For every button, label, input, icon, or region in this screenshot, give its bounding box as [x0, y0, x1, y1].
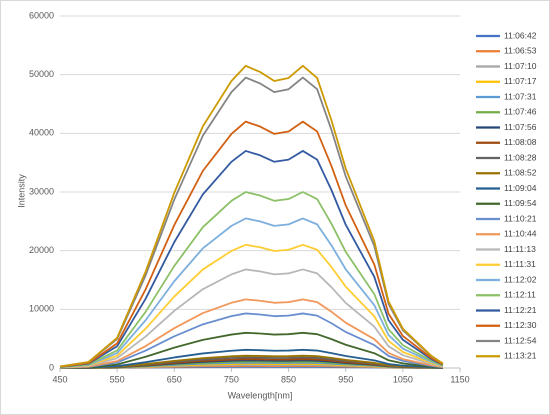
- series-line: [59, 191, 444, 369]
- legend-label: 11:12:11: [504, 290, 536, 300]
- x-tick-label: 650: [167, 374, 182, 384]
- legend-label: 11:10:21: [504, 213, 537, 223]
- legend-label: 11:12:02: [504, 274, 537, 284]
- series-line: [59, 298, 443, 369]
- y-tick-label: 60000: [29, 10, 54, 20]
- x-tick-label: 1050: [393, 374, 413, 384]
- y-tick-label: 0: [49, 362, 54, 372]
- x-tick-label: 450: [52, 374, 67, 384]
- legend-label: 11:12:30: [504, 320, 537, 330]
- series-line: [59, 64, 444, 368]
- x-tick-label: 850: [281, 374, 296, 384]
- legend-label: 11:07:56: [504, 122, 537, 132]
- legend-label: 11:06:42: [504, 30, 537, 40]
- legend-label: 11:09:54: [504, 198, 537, 208]
- series-line: [59, 217, 444, 369]
- x-tick-label: 750: [224, 374, 239, 384]
- series-line: [59, 120, 444, 368]
- legend-label: 11:13:21: [504, 351, 537, 361]
- legend-label: 11:06:53: [504, 46, 537, 56]
- series-line: [59, 312, 443, 369]
- x-tick-label: 550: [110, 374, 125, 384]
- series-line: [59, 331, 443, 369]
- series-line: [59, 354, 443, 369]
- legend-label: 11:08:52: [504, 168, 537, 178]
- y-tick-label: 20000: [29, 245, 54, 255]
- y-tick-label: 30000: [29, 186, 54, 196]
- legend-label: 11:08:08: [504, 137, 537, 147]
- legend-label: 11:07:10: [504, 61, 537, 71]
- legend-label: 11:07:17: [504, 76, 537, 86]
- legend-label: 11:11:31: [504, 259, 536, 269]
- series-line: [59, 348, 443, 369]
- x-axis-label: Wavelength[nm]: [228, 390, 293, 400]
- y-tick-label: 40000: [29, 128, 54, 138]
- y-tick-label: 10000: [29, 304, 54, 314]
- legend-label: 11:11:13: [504, 244, 536, 254]
- legend-label: 11:12:21: [504, 305, 537, 315]
- legend-label: 11:07:46: [504, 107, 537, 117]
- legend-label: 11:10:44: [504, 229, 537, 239]
- x-tick-label: 1150: [450, 374, 469, 384]
- legend-label: 11:12:54: [504, 335, 537, 345]
- series-line: [59, 268, 444, 369]
- x-tick-label: 950: [338, 374, 353, 384]
- series-line: [59, 150, 444, 368]
- legend-label: 11:07:31: [504, 91, 537, 101]
- legend: 11:06:42 11:06:53 11:07:10 11:07:17 11:07:31…: [476, 30, 537, 361]
- y-axis-label: Intensity: [16, 174, 26, 208]
- y-tick-label: 50000: [29, 69, 54, 79]
- legend-label: 11:08:28: [504, 152, 537, 162]
- series-line: [59, 243, 444, 369]
- legend-label: 11:09:04: [504, 183, 537, 193]
